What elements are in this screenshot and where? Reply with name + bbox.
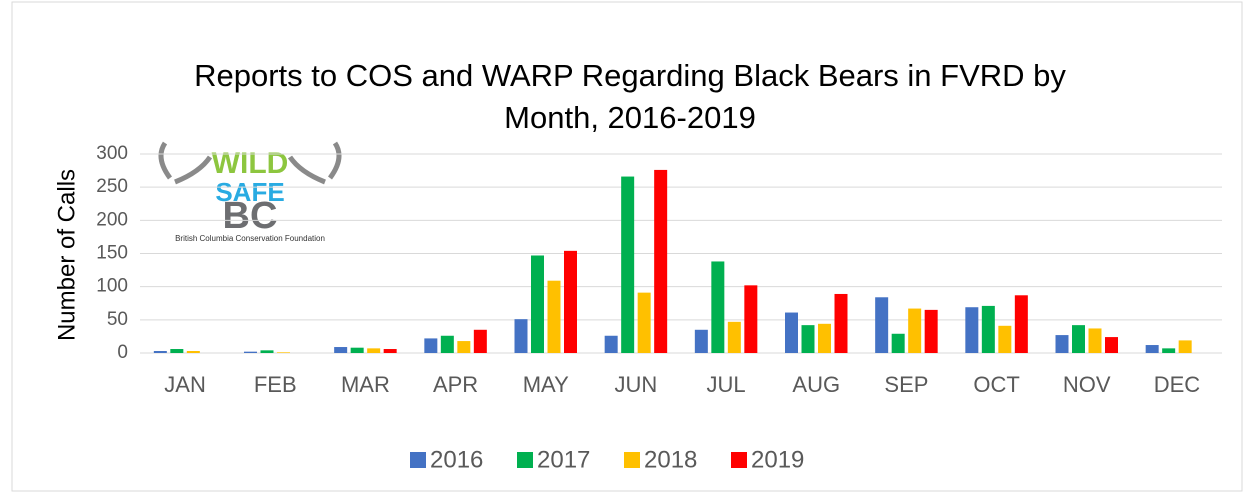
logo-text: WILD <box>212 147 289 180</box>
bar <box>1162 348 1176 353</box>
bar <box>785 312 798 353</box>
bar <box>531 255 544 353</box>
y-tick-label: 50 <box>107 309 128 330</box>
bar <box>564 250 577 353</box>
bar <box>981 305 995 353</box>
legend-swatch <box>410 452 426 468</box>
legend-swatch <box>624 452 640 468</box>
bar <box>547 280 561 353</box>
logo-text: BC <box>223 195 278 237</box>
y-tick-label: 250 <box>96 176 128 197</box>
bar <box>1145 345 1159 353</box>
bar <box>1105 337 1118 353</box>
bar <box>711 261 725 353</box>
x-tick-label: OCT <box>973 372 1019 397</box>
bar <box>1072 325 1085 353</box>
y-axis-label: Number of Calls <box>53 169 80 341</box>
x-tick-label: SEP <box>884 372 928 397</box>
bar <box>891 333 905 353</box>
bar <box>367 348 381 353</box>
legend-label: 2019 <box>751 446 804 473</box>
bar <box>875 297 889 353</box>
bar <box>654 169 668 353</box>
bar <box>965 307 979 353</box>
bar <box>440 335 454 353</box>
bar <box>514 319 528 353</box>
y-tick-label: 300 <box>96 143 128 164</box>
bar <box>604 335 618 353</box>
legend-label: 2016 <box>430 446 483 473</box>
logo-text: SAFE <box>215 177 284 207</box>
bar <box>1088 328 1102 353</box>
bar <box>1014 295 1028 353</box>
x-tick-label: MAY <box>523 372 569 397</box>
bar <box>637 292 651 353</box>
legend-label: 2018 <box>644 446 697 473</box>
x-tick-label: JUL <box>707 372 746 397</box>
x-tick-label: AUG <box>792 372 840 397</box>
legend-label: 2017 <box>537 446 590 473</box>
bar <box>744 285 758 353</box>
x-tick-label: JAN <box>164 372 206 397</box>
bar <box>473 329 487 353</box>
bar <box>350 347 364 353</box>
chart-title: Reports to COS and WARP Regarding Black … <box>194 58 1066 135</box>
bar <box>818 323 831 353</box>
bar <box>334 347 348 353</box>
y-tick-label: 0 <box>117 342 128 363</box>
bar <box>801 325 815 353</box>
bar <box>260 350 274 353</box>
x-tick-label: JUN <box>615 372 658 397</box>
bar <box>277 352 290 353</box>
bar <box>621 176 635 353</box>
legend-swatch <box>517 452 533 468</box>
bar <box>457 341 471 353</box>
bar <box>424 338 438 353</box>
bar <box>244 351 257 353</box>
bar <box>186 351 200 353</box>
x-tick-label: NOV <box>1063 372 1111 397</box>
x-tick-label: MAR <box>341 372 390 397</box>
bar <box>834 293 848 353</box>
bar <box>908 308 922 353</box>
logo: WILD SAFE BC British Columbia Conservati… <box>158 141 342 243</box>
bar <box>998 325 1012 353</box>
bar <box>383 349 397 353</box>
x-tick-label: DEC <box>1154 372 1201 397</box>
y-tick-label: 200 <box>96 209 128 230</box>
x-tick-label: APR <box>433 372 478 397</box>
bar <box>924 309 938 353</box>
legend-swatch <box>731 452 747 468</box>
bar <box>170 349 184 353</box>
x-tick-label: FEB <box>254 372 297 397</box>
bar <box>153 351 167 353</box>
y-tick-label: 100 <box>96 276 128 297</box>
logo-text: British Columbia Conservation Foundation <box>175 234 325 243</box>
logo-antlers <box>158 141 342 185</box>
y-tick-label: 150 <box>96 243 128 264</box>
bar <box>1178 340 1192 353</box>
bar <box>694 329 708 353</box>
bar <box>727 321 741 353</box>
bar <box>1055 335 1069 353</box>
